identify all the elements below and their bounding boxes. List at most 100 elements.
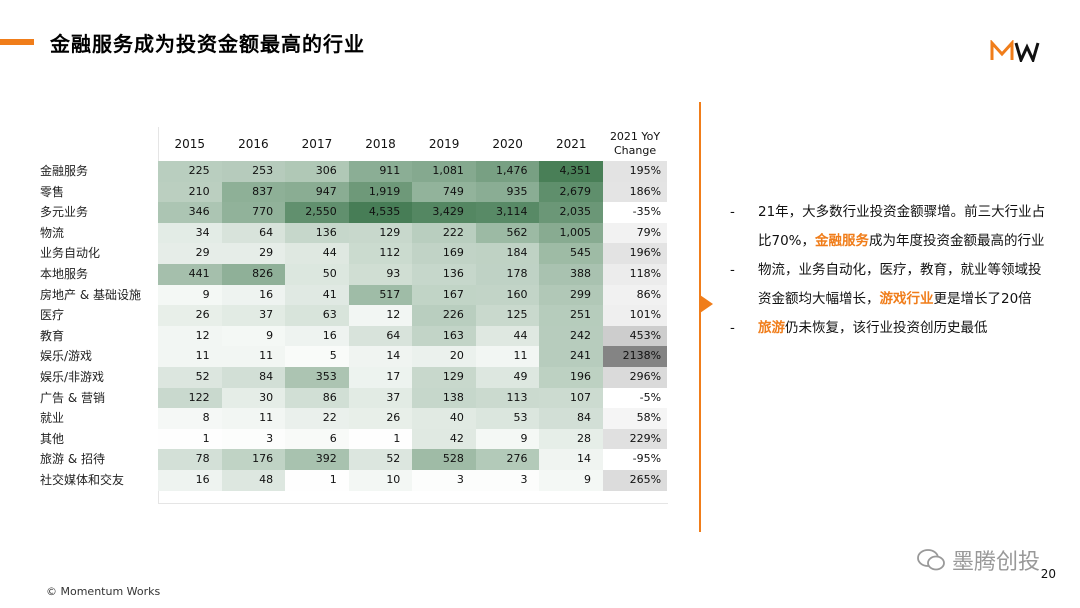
value-cell: 136 [285, 222, 349, 244]
value-cell: 63 [285, 305, 349, 326]
value-cell: 44 [475, 325, 540, 347]
highlight-text: 游戏行业 [879, 291, 934, 307]
value-cell: 353 [285, 366, 349, 388]
value-cell: 2,679 [539, 181, 604, 203]
value-cell: 11 [158, 346, 222, 367]
value-cell: 947 [285, 181, 349, 203]
row-label: 广告 & 营销 [40, 390, 105, 405]
value-cell: 129 [412, 366, 476, 388]
value-cell: 1 [348, 428, 413, 450]
yoy-cell: 101% [603, 305, 668, 326]
value-cell: 16 [221, 284, 286, 306]
table-row: 16 48 1 10 3 3 9 265% [158, 469, 668, 491]
value-cell: 6 [285, 428, 349, 450]
value-cell: 30 [221, 387, 286, 409]
wechat-icon [917, 549, 945, 571]
bullet-list: - 21年，大多数行业投资金额骤增。前三大行业占比70%，金融服务成为年度投资金额… [730, 198, 1050, 343]
value-cell: 226 [412, 305, 476, 326]
value-cell: 1,476 [475, 161, 540, 182]
bullet-text: 更是增长了20倍 [933, 291, 1032, 307]
value-cell: 84 [221, 366, 286, 388]
bullet-item: - 旅游仍未恢复，该行业投资创历史最低 [730, 314, 1050, 343]
value-cell: 64 [348, 325, 413, 347]
value-cell: 48 [221, 469, 286, 491]
table-row: 12 9 16 64 163 44 242 453% [158, 325, 668, 347]
value-cell: 37 [221, 305, 286, 326]
value-cell: 528 [412, 449, 476, 470]
yoy-cell: 2138% [603, 346, 668, 367]
value-cell: 12 [158, 325, 222, 347]
value-cell: 299 [539, 284, 604, 306]
value-cell: 113 [475, 387, 540, 409]
bullet-item: - 物流，业务自动化，医疗，教育，就业等领域投资金额均大幅增长，游戏行业更是增长了… [730, 256, 1050, 314]
table-row: 210 837 947 1,919 749 935 2,679 186% [158, 181, 668, 203]
table-row: 1 3 6 1 42 9 28 229% [158, 428, 668, 450]
value-cell: 251 [539, 305, 604, 326]
value-cell: 176 [221, 449, 286, 470]
value-cell: 9 [158, 284, 222, 306]
value-cell: 10 [348, 469, 413, 491]
table-row: 11 11 5 14 20 11 241 2138% [158, 346, 668, 367]
highlight-text: 金融服务 [815, 233, 870, 249]
row-label: 就业 [40, 411, 65, 426]
value-cell: 388 [539, 263, 604, 285]
value-cell: 1,005 [539, 222, 604, 244]
value-cell: 11 [221, 346, 286, 367]
yoy-cell: 118% [603, 263, 668, 285]
value-cell: 8 [158, 408, 222, 429]
value-cell: 3 [412, 469, 476, 491]
value-cell: 178 [475, 263, 540, 285]
value-cell: 93 [348, 263, 413, 285]
table-row: 52 84 353 17 129 49 196 296% [158, 366, 668, 388]
row-label: 旅游 & 招待 [40, 452, 105, 467]
table-row: 29 29 44 112 169 184 545 196% [158, 243, 668, 264]
value-cell: 4,351 [539, 161, 604, 182]
value-cell: 29 [221, 243, 286, 264]
value-cell: 107 [539, 387, 604, 409]
value-cell: 9 [475, 428, 540, 450]
value-cell: 11 [221, 408, 286, 429]
value-cell: 242 [539, 325, 604, 347]
bullet-text: 物流，业务自动化，医疗，教育，就业等领域投资金额均大幅增长， [758, 262, 1042, 307]
row-label: 业务自动化 [40, 246, 101, 261]
value-cell: 112 [348, 243, 413, 264]
value-cell: 3 [475, 469, 540, 491]
yoy-cell: 296% [603, 366, 668, 388]
value-cell: 210 [158, 181, 222, 203]
table-row: 122 30 86 37 138 113 107 -5% [158, 387, 668, 409]
value-cell: 17 [348, 366, 413, 388]
table-header: 2015 2016 2017 2018 2019 2020 2021 2021 YoY Cha… [158, 127, 667, 161]
value-cell: 517 [348, 284, 413, 306]
value-cell: 4,535 [348, 202, 413, 223]
yoy-cell: 186% [603, 181, 668, 203]
table-row: 346 770 2,550 4,535 3,429 3,114 2,035 -35% [158, 202, 668, 223]
value-cell: 184 [475, 243, 540, 264]
value-cell: 84 [539, 408, 604, 429]
value-cell: 1 [158, 428, 222, 450]
table-row: 34 64 136 129 222 562 1,005 79% [158, 222, 668, 244]
value-cell: 911 [348, 161, 413, 182]
value-cell: 196 [539, 366, 604, 388]
watermark-text: 墨腾创投 [951, 550, 1040, 575]
value-cell: 40 [412, 408, 476, 429]
bullet-dash: - [730, 320, 735, 336]
value-cell: 935 [475, 181, 540, 203]
value-cell: 14 [348, 346, 413, 367]
table-row: 225 253 306 911 1,081 1,476 4,351 195% [158, 161, 668, 182]
value-cell: 225 [158, 161, 222, 182]
value-cell: 837 [221, 181, 286, 203]
copyright: © Momentum Works [46, 585, 161, 598]
value-cell: 41 [285, 284, 349, 306]
row-label: 房地产 & 基础设施 [40, 287, 141, 302]
vertical-divider [699, 102, 701, 532]
value-cell: 138 [412, 387, 476, 409]
value-cell: 562 [475, 222, 540, 244]
column-header: 2019 [428, 137, 460, 151]
bullet-text: 成为年度投资金额最高的行业 [869, 233, 1045, 249]
value-cell: 9 [221, 325, 286, 347]
value-cell: 14 [539, 449, 604, 470]
bullet-item: - 21年，大多数行业投资金额骤增。前三大行业占比70%，金融服务成为年度投资金额… [730, 198, 1050, 256]
value-cell: 222 [412, 222, 476, 244]
table-row: 26 37 63 12 226 125 251 101% [158, 305, 668, 326]
value-cell: 749 [412, 181, 476, 203]
